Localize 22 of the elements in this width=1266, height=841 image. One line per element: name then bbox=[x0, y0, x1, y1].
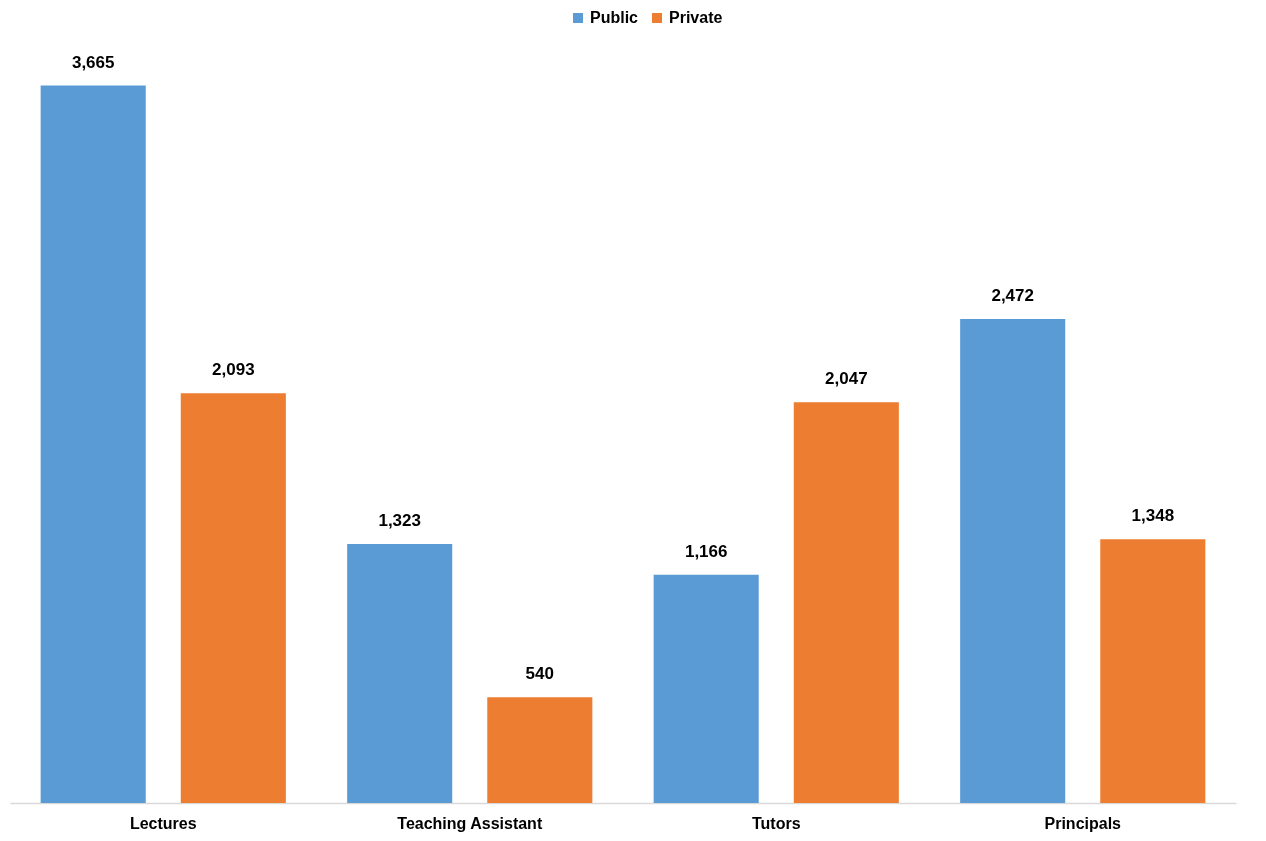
data-label: 1,323 bbox=[378, 511, 421, 531]
legend-label: Public bbox=[590, 9, 639, 26]
bar bbox=[180, 393, 286, 803]
data-label: 2,472 bbox=[991, 286, 1034, 306]
bar bbox=[40, 85, 146, 803]
data-label: 540 bbox=[525, 664, 554, 684]
data-label: 1,166 bbox=[684, 541, 728, 561]
data-label: 2,093 bbox=[212, 360, 255, 380]
bar bbox=[487, 697, 593, 803]
data-label: 3,665 bbox=[71, 52, 115, 72]
x-tick-label: Tutors bbox=[751, 814, 801, 832]
bar bbox=[347, 544, 453, 803]
x-tick-label: Lectures bbox=[129, 814, 197, 832]
data-label: 2,047 bbox=[825, 369, 868, 389]
bar bbox=[653, 574, 759, 803]
bar bbox=[960, 319, 1066, 803]
x-tick-label: Teaching Assistant bbox=[397, 814, 543, 832]
x-tick-label: Principals bbox=[1044, 814, 1122, 832]
legend-label: Private bbox=[669, 9, 723, 26]
data-label: 1,348 bbox=[1131, 506, 1175, 526]
bar bbox=[1100, 539, 1206, 803]
bar bbox=[793, 402, 899, 803]
